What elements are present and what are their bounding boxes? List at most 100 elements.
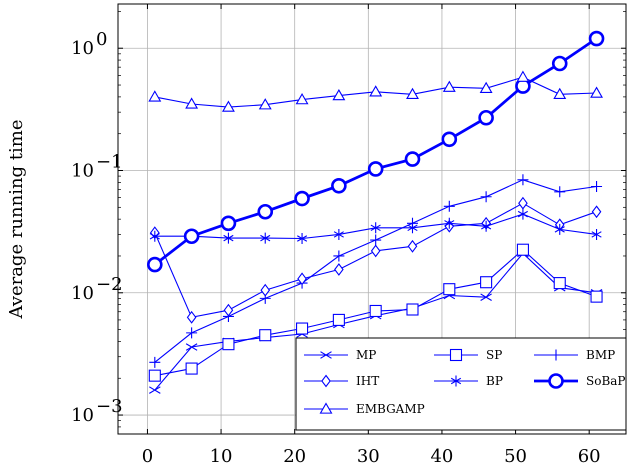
point-bp-4 bbox=[296, 232, 308, 244]
point-sobap-12 bbox=[588, 30, 605, 47]
legend-entry-sobap: SoBaP bbox=[534, 373, 626, 389]
point-sp-12 bbox=[590, 290, 603, 303]
point-sp-4 bbox=[296, 322, 309, 335]
point-sobap-9 bbox=[478, 109, 494, 126]
point-sobap-1 bbox=[183, 228, 200, 245]
series-sobap bbox=[147, 30, 605, 273]
point-bp-2 bbox=[223, 232, 234, 244]
legend-marker-sobap bbox=[548, 373, 564, 389]
series-bp bbox=[149, 208, 602, 244]
point-sp-0 bbox=[148, 369, 161, 382]
point-bp-9 bbox=[481, 220, 492, 232]
x-tick-label-2: 20 bbox=[283, 446, 306, 467]
y-tick-label-2: 10 bbox=[71, 161, 94, 182]
point-bp-12 bbox=[591, 228, 602, 240]
point-bp-8 bbox=[444, 217, 455, 229]
point-bmp-10 bbox=[517, 174, 529, 186]
x-tick-label-1: 10 bbox=[210, 446, 233, 467]
point-embgamp-11 bbox=[553, 87, 567, 99]
point-bp-10 bbox=[517, 208, 528, 220]
point-bp-7 bbox=[407, 222, 418, 234]
point-embgamp-0 bbox=[148, 90, 162, 102]
point-bmp-9 bbox=[480, 191, 492, 203]
series-embgamp bbox=[148, 70, 603, 112]
legend-marker-bp bbox=[450, 375, 462, 387]
point-iht-10 bbox=[518, 196, 528, 210]
point-sp-6 bbox=[369, 304, 382, 318]
point-bp-6 bbox=[370, 222, 381, 234]
point-iht-7 bbox=[407, 239, 418, 253]
legend-marker-bmp bbox=[550, 349, 562, 361]
point-sobap-8 bbox=[441, 131, 458, 148]
y-tick-label-3: 10 bbox=[71, 38, 94, 59]
point-sobap-4 bbox=[294, 190, 310, 207]
legend-label-sp: SP bbox=[486, 348, 502, 362]
legend-entry-embgamp: EMBGAMP bbox=[304, 402, 425, 416]
point-sobap-5 bbox=[331, 177, 347, 194]
point-embgamp-9 bbox=[479, 81, 493, 94]
point-sobap-0 bbox=[147, 256, 163, 273]
legend-entry-bp: BP bbox=[434, 374, 503, 388]
point-iht-4 bbox=[297, 272, 307, 286]
legend-marker-embgamp bbox=[319, 402, 333, 414]
point-iht-5 bbox=[334, 263, 344, 276]
x-tick-label-3: 30 bbox=[357, 446, 380, 467]
legend-entry-sp: SP bbox=[434, 348, 502, 362]
legend-label-mp: MP bbox=[356, 348, 376, 362]
y-axis-label: Average running time bbox=[6, 119, 27, 319]
point-iht-2 bbox=[223, 303, 234, 317]
point-embgamp-12 bbox=[590, 86, 603, 98]
grid-lines bbox=[118, 4, 626, 434]
legend-label-bmp: BMP bbox=[586, 348, 615, 362]
point-bmp-0 bbox=[149, 356, 161, 368]
point-bp-3 bbox=[260, 232, 271, 244]
point-embgamp-8 bbox=[442, 80, 456, 92]
point-embgamp-4 bbox=[295, 93, 309, 105]
point-sp-5 bbox=[332, 313, 345, 326]
legend-entry-iht: IHT bbox=[304, 374, 379, 388]
x-tick-label-4: 40 bbox=[430, 446, 453, 467]
point-bp-11 bbox=[554, 223, 565, 235]
point-iht-1 bbox=[186, 310, 197, 324]
point-embgamp-6 bbox=[369, 85, 383, 97]
point-sp-8 bbox=[443, 283, 456, 296]
legend-entry-mp: MP bbox=[304, 348, 376, 362]
point-bp-0 bbox=[149, 230, 160, 242]
legend-marker-mp bbox=[320, 351, 332, 359]
point-embgamp-3 bbox=[258, 98, 272, 110]
series-iht bbox=[149, 196, 602, 324]
legend-label-bp: BP bbox=[486, 374, 503, 388]
legend-label-sobap: SoBaP bbox=[586, 374, 626, 388]
point-mp-1 bbox=[185, 343, 198, 351]
point-sobap-3 bbox=[257, 203, 274, 220]
y-tick-label-exp-3: 0 bbox=[96, 29, 107, 50]
y-tick-label-exp-2: −1 bbox=[96, 152, 123, 173]
point-embgamp-5 bbox=[332, 88, 346, 101]
point-iht-12 bbox=[591, 205, 602, 219]
point-mp-0 bbox=[149, 386, 161, 394]
point-sp-7 bbox=[406, 303, 419, 316]
series-sp bbox=[148, 243, 603, 382]
legend-marker-sp bbox=[449, 348, 463, 362]
x-tick-label-5: 50 bbox=[504, 446, 527, 467]
point-sobap-7 bbox=[404, 151, 421, 167]
point-sp-3 bbox=[259, 329, 272, 342]
point-embgamp-10 bbox=[516, 70, 530, 82]
point-embgamp-2 bbox=[221, 100, 235, 112]
point-bmp-8 bbox=[443, 200, 455, 212]
x-tick-label-6: 60 bbox=[578, 446, 601, 467]
point-bmp-1 bbox=[186, 327, 198, 339]
point-embgamp-7 bbox=[406, 87, 419, 99]
x-tick-label-0: 0 bbox=[142, 446, 153, 467]
point-bmp-11 bbox=[554, 186, 566, 198]
point-iht-3 bbox=[260, 283, 271, 297]
point-sp-1 bbox=[185, 362, 198, 375]
y-tick-label-exp-0: −3 bbox=[96, 396, 123, 417]
point-iht-6 bbox=[370, 244, 381, 258]
point-sp-10 bbox=[516, 243, 529, 256]
point-bmp-12 bbox=[591, 180, 603, 192]
point-sobap-2 bbox=[220, 215, 237, 232]
y-tick-label-exp-1: −2 bbox=[96, 274, 123, 295]
point-sp-2 bbox=[222, 338, 235, 351]
